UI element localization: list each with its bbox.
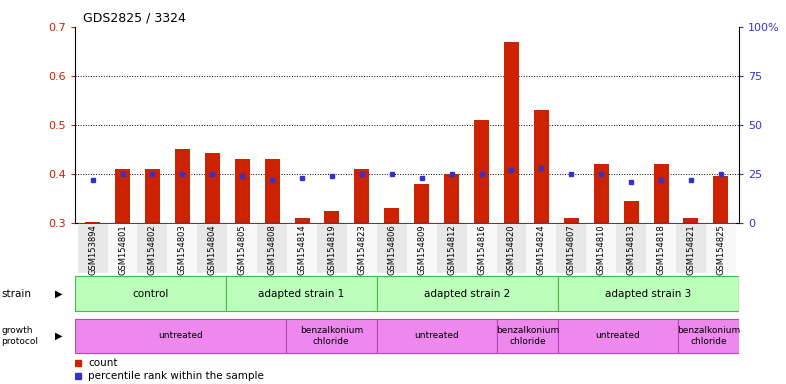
Text: GSM154812: GSM154812 — [447, 224, 456, 275]
Text: GSM153894: GSM153894 — [88, 224, 97, 275]
Bar — [684, 218, 699, 223]
Bar — [317, 223, 347, 273]
Bar — [226, 276, 376, 311]
Text: count: count — [88, 358, 117, 368]
Text: GSM154802: GSM154802 — [148, 224, 157, 275]
Bar — [654, 164, 669, 223]
Text: untreated: untreated — [596, 331, 641, 341]
Text: GSM154809: GSM154809 — [417, 224, 426, 275]
Text: GSM154805: GSM154805 — [237, 224, 247, 275]
Text: adapted strain 2: adapted strain 2 — [424, 289, 510, 299]
Bar — [78, 223, 108, 273]
Bar — [498, 319, 558, 353]
Bar — [384, 208, 399, 223]
Bar — [354, 169, 369, 223]
Bar — [265, 159, 280, 223]
Text: GSM154816: GSM154816 — [477, 224, 486, 275]
Bar — [108, 223, 138, 273]
Bar — [586, 223, 616, 273]
Bar — [257, 223, 287, 273]
Text: benzalkonium
chloride: benzalkonium chloride — [299, 326, 363, 346]
Text: GSM154824: GSM154824 — [537, 224, 546, 275]
Text: untreated: untreated — [158, 331, 203, 341]
Bar — [676, 223, 706, 273]
Bar — [504, 41, 519, 223]
Bar — [616, 223, 646, 273]
Text: GSM154821: GSM154821 — [686, 224, 696, 275]
Bar — [145, 169, 160, 223]
Text: growth
protocol: growth protocol — [2, 326, 39, 346]
Bar — [678, 319, 739, 353]
Text: benzalkonium
chloride: benzalkonium chloride — [496, 326, 559, 346]
Text: GSM154818: GSM154818 — [656, 224, 666, 275]
Bar — [325, 212, 340, 223]
Bar — [75, 319, 286, 353]
Text: GSM154825: GSM154825 — [716, 224, 725, 275]
Text: GSM154808: GSM154808 — [267, 224, 277, 275]
Bar — [564, 218, 578, 223]
Bar — [497, 223, 527, 273]
Bar — [376, 319, 498, 353]
Bar — [287, 223, 317, 273]
Bar — [437, 223, 467, 273]
Text: strain: strain — [2, 289, 31, 299]
Bar — [474, 120, 489, 223]
Bar — [138, 223, 167, 273]
Bar — [85, 222, 100, 223]
Text: benzalkonium
chloride: benzalkonium chloride — [677, 326, 740, 346]
Bar — [527, 223, 556, 273]
Bar — [406, 223, 437, 273]
Bar — [227, 223, 257, 273]
Text: percentile rank within the sample: percentile rank within the sample — [88, 371, 264, 381]
Bar — [706, 223, 736, 273]
Bar — [467, 223, 497, 273]
Bar — [167, 223, 197, 273]
Text: control: control — [132, 289, 168, 299]
Text: GDS2825 / 3324: GDS2825 / 3324 — [83, 12, 185, 25]
Bar — [534, 110, 549, 223]
Bar — [205, 153, 220, 223]
Bar — [75, 276, 226, 311]
Text: GSM154823: GSM154823 — [358, 224, 366, 275]
Text: GSM154814: GSM154814 — [298, 224, 307, 275]
Text: GSM154807: GSM154807 — [567, 224, 576, 275]
Bar — [175, 149, 190, 223]
Text: GSM154819: GSM154819 — [328, 224, 336, 275]
Bar — [444, 174, 459, 223]
Bar — [623, 201, 638, 223]
Text: GSM154820: GSM154820 — [507, 224, 516, 275]
Bar — [593, 164, 608, 223]
Bar — [646, 223, 676, 273]
Text: GSM154813: GSM154813 — [626, 224, 636, 275]
Text: untreated: untreated — [414, 331, 459, 341]
Bar — [347, 223, 376, 273]
Bar — [558, 276, 739, 311]
Text: GSM154801: GSM154801 — [118, 224, 127, 275]
Text: GSM154803: GSM154803 — [178, 224, 187, 275]
Bar — [295, 218, 310, 223]
Text: GSM154810: GSM154810 — [597, 224, 606, 275]
Bar — [558, 319, 678, 353]
Bar — [714, 176, 729, 223]
Text: adapted strain 1: adapted strain 1 — [258, 289, 344, 299]
Text: ▶: ▶ — [55, 331, 63, 341]
Text: adapted strain 3: adapted strain 3 — [605, 289, 692, 299]
Bar — [115, 169, 130, 223]
Bar — [414, 184, 429, 223]
Text: ▶: ▶ — [55, 289, 63, 299]
Text: GSM154804: GSM154804 — [208, 224, 217, 275]
Bar — [286, 319, 376, 353]
Bar — [235, 159, 250, 223]
Bar — [197, 223, 227, 273]
Bar — [376, 223, 407, 273]
Bar — [556, 223, 586, 273]
Text: GSM154806: GSM154806 — [387, 224, 396, 275]
Bar — [376, 276, 558, 311]
